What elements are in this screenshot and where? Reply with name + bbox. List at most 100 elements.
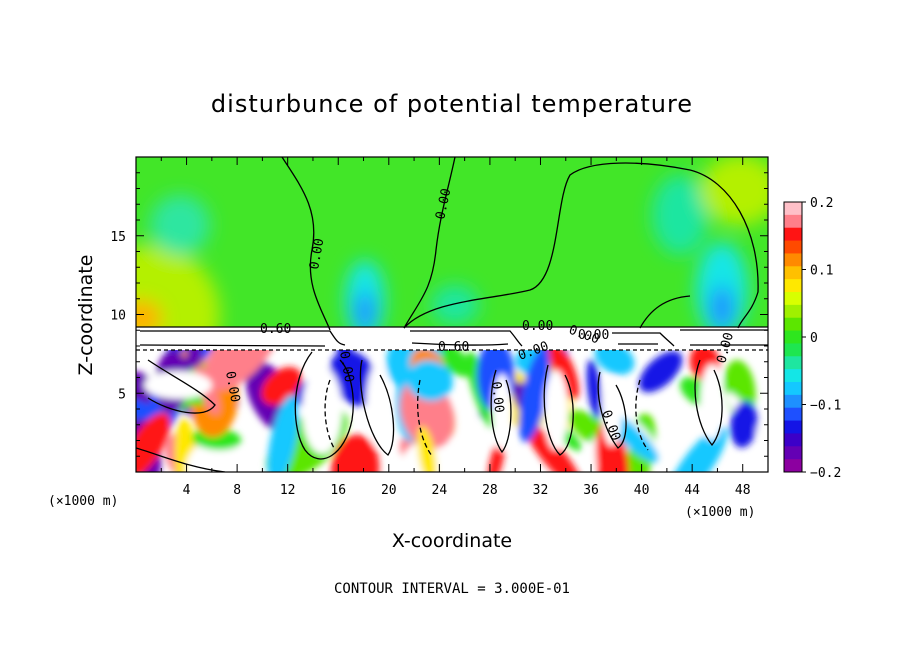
y-tick-label: 10 [110, 309, 126, 324]
contour-label: 0.60 [260, 322, 291, 337]
colorbar-tick-label: −0.2 [810, 466, 841, 481]
colorbar-swatch [784, 407, 802, 422]
turbulence-blob [586, 359, 602, 419]
x-tick-label: 12 [280, 483, 296, 498]
cell-contour-20 [359, 359, 395, 456]
contour-zero-right [639, 295, 691, 329]
colorbar-swatch [784, 279, 802, 293]
x-tick-label: 32 [533, 483, 549, 498]
colorbar-swatch [784, 459, 802, 473]
contour-label: 0.00 [522, 319, 553, 334]
turbulence-blob [423, 350, 473, 377]
turbulence-blob [136, 412, 171, 472]
cell-contour-dashed-1 [324, 379, 335, 449]
turbulence-blob [518, 350, 551, 443]
x-tick-label: 36 [583, 483, 599, 498]
cell-contour-34 [543, 364, 574, 456]
colorbar-swatch [784, 420, 802, 434]
turbulence-blob [548, 350, 580, 400]
anomaly-cool-45 [696, 242, 748, 327]
convective-cell-core [302, 366, 342, 454]
turbulence-blob [329, 350, 379, 406]
colorbar-swatch [784, 214, 802, 229]
colorbar-swatch [784, 446, 802, 460]
cell-contour-dashed-2 [417, 379, 433, 457]
anomaly-warm-left [136, 245, 220, 327]
x-axis-label: X-coordinate [392, 530, 512, 552]
colorbar-swatch [784, 356, 802, 370]
x-tick-label: 28 [482, 483, 498, 498]
convective-cell-core [144, 371, 212, 399]
contour-label: 0.60 [438, 340, 469, 355]
colorbar: 0.2 0.1 0 −0.1 −0.2 [783, 196, 841, 481]
contour-zero-left [281, 157, 331, 331]
convective-cell-core [492, 374, 512, 450]
colorbar-tick-label: 0.2 [810, 196, 833, 211]
x-tick-label: 40 [634, 483, 650, 498]
plot-area: 0.00 0.00 0.60 0.60 0.00 0.00 0.00 0.00 … [136, 157, 768, 472]
x-tick-label: 8 [233, 483, 241, 498]
turbulence-blob [174, 417, 198, 472]
turbulence-blob [524, 422, 583, 472]
chart-title: disturbunce of potential temperature [211, 90, 693, 118]
colorbar-swatch [784, 382, 802, 396]
x-tick-label: 48 [735, 483, 751, 498]
convective-cell-core [366, 363, 390, 447]
colorbar-swatch [784, 227, 802, 242]
colorbar-swatch [784, 369, 802, 383]
turbulence-blob [639, 351, 683, 393]
inversion-upper-boundary-3 [612, 332, 675, 347]
colorbar-swatch [784, 330, 802, 344]
cell-contour-40 [597, 371, 627, 449]
x-axis: 4 8 12 16 20 24 28 32 36 40 44 48 [160, 157, 751, 498]
contour-label: 0.00 [222, 370, 242, 403]
inversion-upper-boundary-2 [410, 330, 523, 347]
colorbar-swatch [784, 394, 802, 409]
colorbar-swatch [784, 253, 802, 267]
convective-cell-core [700, 364, 724, 440]
colorbar-swatch [784, 292, 802, 306]
x-tick-label: 44 [684, 483, 700, 498]
y-tick-label: 5 [118, 387, 126, 402]
colorbar-swatch [784, 343, 802, 357]
colorbar-swatch [784, 317, 802, 332]
contour-label: 0.00 [578, 328, 609, 343]
contour-lines [136, 157, 768, 472]
inversion-lower-boundary [139, 344, 326, 347]
turbulence-blob [267, 394, 299, 472]
y-axis-label: Z-coordinate [75, 255, 97, 376]
contour-zero-center [403, 157, 456, 329]
colorbar-swatch [784, 433, 802, 447]
contour-zero-upper [403, 162, 759, 329]
colorbar-tick-label: −0.1 [810, 399, 841, 414]
contour-interval-note: CONTOUR INTERVAL = 3.000E-01 [334, 581, 570, 597]
cell-contour-left [147, 359, 216, 414]
anomaly-cool-upper-right [652, 175, 708, 255]
contour-label: 0.00 [488, 381, 506, 414]
cell-contour-12 [294, 351, 354, 460]
x-unit-left: (×1000 m) [48, 494, 118, 509]
inversion-upper-boundary [140, 330, 346, 346]
x-tick-label: 20 [381, 483, 397, 498]
colorbar-tick-label: 0.1 [810, 264, 833, 279]
cell-contour-30 [490, 369, 512, 454]
inversion-band [136, 327, 768, 350]
colorbar-swatch [784, 240, 802, 254]
turbulence-blob [594, 350, 635, 375]
colorbar-swatch [784, 202, 802, 216]
y-tick-label: 15 [110, 230, 126, 245]
turbulence-blob [331, 434, 380, 472]
anomaly-warm-right-top [700, 157, 768, 225]
x-tick-label: 24 [432, 483, 448, 498]
convective-cell-core [544, 370, 568, 450]
inversion-lower-boundary-2 [411, 342, 509, 346]
contour-label: 0.00 [307, 237, 327, 270]
turbulence-blob [665, 426, 728, 472]
x-tick-label: 4 [183, 483, 191, 498]
x-tick-label: 16 [330, 483, 346, 498]
colorbar-tick-label: 0 [810, 331, 818, 346]
anomaly-cool-mid [431, 285, 479, 325]
contour-label: 0.00 [336, 350, 356, 383]
anomaly-cool-45-core [710, 286, 734, 327]
